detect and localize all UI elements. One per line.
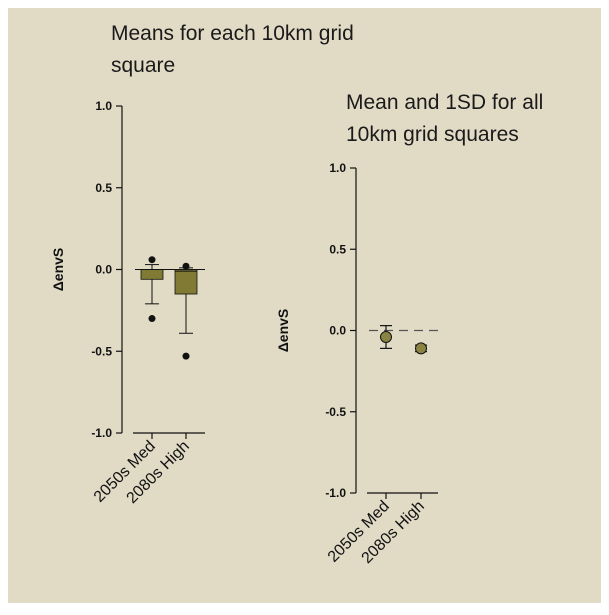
right-y-tick-label: 0.0 xyxy=(329,324,346,338)
left-y-axis-label: ΔenvS xyxy=(50,248,66,292)
right-chart-title: Mean and 1SD for all 10km grid squares xyxy=(346,91,544,146)
left-y-tick-label: 1.0 xyxy=(95,99,112,113)
right-y-tick-label: -1.0 xyxy=(325,486,346,500)
mean-point xyxy=(380,331,392,343)
box-outlier xyxy=(148,256,156,264)
left-y-tick-label: -0.5 xyxy=(91,344,112,358)
left-y-tick-label: 0.0 xyxy=(95,263,112,277)
box-outlier xyxy=(182,262,190,270)
left-y-tick-label: 0.5 xyxy=(95,181,112,195)
box-iqr xyxy=(140,269,164,280)
mean-point xyxy=(415,342,427,355)
right-y-tick-label: 0.5 xyxy=(329,242,346,256)
box-iqr xyxy=(174,269,198,295)
left-chart-title: Means for each 10km grid square xyxy=(111,22,354,77)
right-y-tick-label: -0.5 xyxy=(325,405,346,419)
box-outlier xyxy=(148,315,156,323)
box-outlier xyxy=(182,352,190,360)
figure-background xyxy=(8,8,601,603)
right-y-tick-label: 1.0 xyxy=(329,161,346,175)
right-y-axis-label: ΔenvS xyxy=(275,309,291,353)
left-y-tick-label: -1.0 xyxy=(91,426,112,440)
